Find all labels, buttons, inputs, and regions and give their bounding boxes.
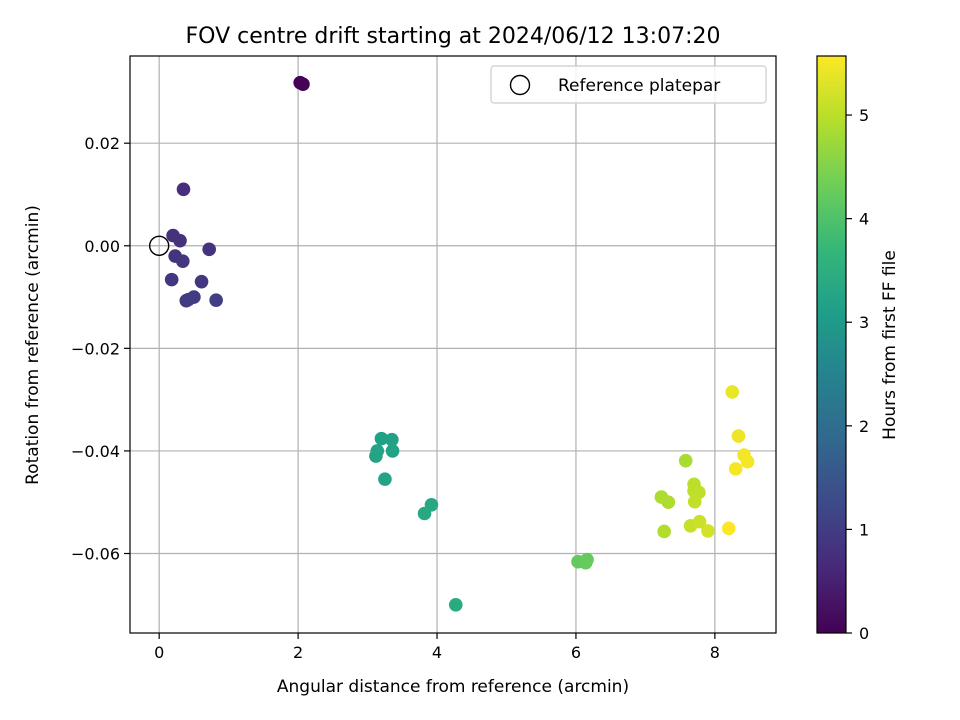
x-tick-label: 2 xyxy=(293,643,303,662)
data-point xyxy=(578,555,593,570)
data-point xyxy=(661,495,676,510)
data-point xyxy=(731,429,746,443)
legend: Reference platepar xyxy=(490,65,767,104)
legend-entry-reference: Reference platepar xyxy=(558,76,720,96)
y-axis-label: Rotation from reference (arcmin) xyxy=(23,205,43,485)
data-point xyxy=(417,506,432,521)
x-axis-label: Angular distance from reference (arcmin) xyxy=(277,677,629,697)
colorbar-tick-label: 2 xyxy=(859,417,869,436)
colorbar-gradient xyxy=(817,56,846,633)
data-point xyxy=(296,77,310,92)
data-point xyxy=(378,472,392,486)
data-point xyxy=(176,182,191,197)
x-tick-label: 0 xyxy=(154,643,164,662)
x-axis-ticks: 0 2 4 6 8 xyxy=(154,633,720,662)
data-point xyxy=(448,597,463,612)
y-tick-label: −0.06 xyxy=(71,545,120,564)
x-tick-label: 8 xyxy=(710,643,720,662)
data-point xyxy=(385,432,399,447)
data-point xyxy=(725,385,740,399)
y-axis-ticks: 0.02 0.00 −0.02 −0.04 −0.06 xyxy=(71,134,130,564)
legend-open-circle-icon xyxy=(509,74,531,96)
legend-box xyxy=(490,65,767,104)
data-point xyxy=(173,233,187,248)
data-point xyxy=(374,431,389,446)
data-point xyxy=(175,254,190,268)
data-point xyxy=(692,514,707,529)
y-tick-label: −0.02 xyxy=(71,339,120,358)
colorbar-tick-label: 5 xyxy=(859,106,869,125)
colorbar-tick-label: 1 xyxy=(859,520,869,539)
y-tick-label: 0.00 xyxy=(84,237,120,256)
x-tick-label: 6 xyxy=(571,643,581,662)
reference-point-marker xyxy=(148,235,170,256)
data-point xyxy=(678,453,693,468)
data-point xyxy=(369,449,383,463)
data-point xyxy=(687,494,702,509)
data-point xyxy=(657,524,671,539)
data-point xyxy=(385,444,400,458)
plot-frame xyxy=(129,55,777,634)
y-tick-label: 0.02 xyxy=(84,134,120,153)
data-point xyxy=(721,521,736,536)
colorbar-tick-label: 3 xyxy=(859,313,869,332)
data-point xyxy=(209,293,223,307)
data-point xyxy=(740,454,755,469)
colorbar-ticks: 0 1 2 3 4 5 xyxy=(846,106,869,643)
colorbar: 0 1 2 3 4 5 Hours from first FF file xyxy=(816,55,900,643)
data-point xyxy=(728,462,743,476)
reference-marker xyxy=(148,235,170,256)
data-point xyxy=(202,242,216,257)
colorbar-frame xyxy=(816,55,847,634)
x-tick-label: 4 xyxy=(432,643,442,662)
colorbar-tick-label: 0 xyxy=(859,624,869,643)
colorbar-label: Hours from first FF file xyxy=(880,250,900,440)
data-point xyxy=(164,272,179,287)
chart-title: FOV centre drift starting at 2024/06/12 … xyxy=(186,24,721,49)
grid-lines xyxy=(130,56,776,633)
colorbar-tick-label: 4 xyxy=(859,210,869,229)
y-tick-label: −0.04 xyxy=(71,442,120,461)
data-point xyxy=(194,274,209,289)
data-point xyxy=(181,292,196,307)
data-points xyxy=(164,75,755,612)
data-point xyxy=(701,524,715,538)
